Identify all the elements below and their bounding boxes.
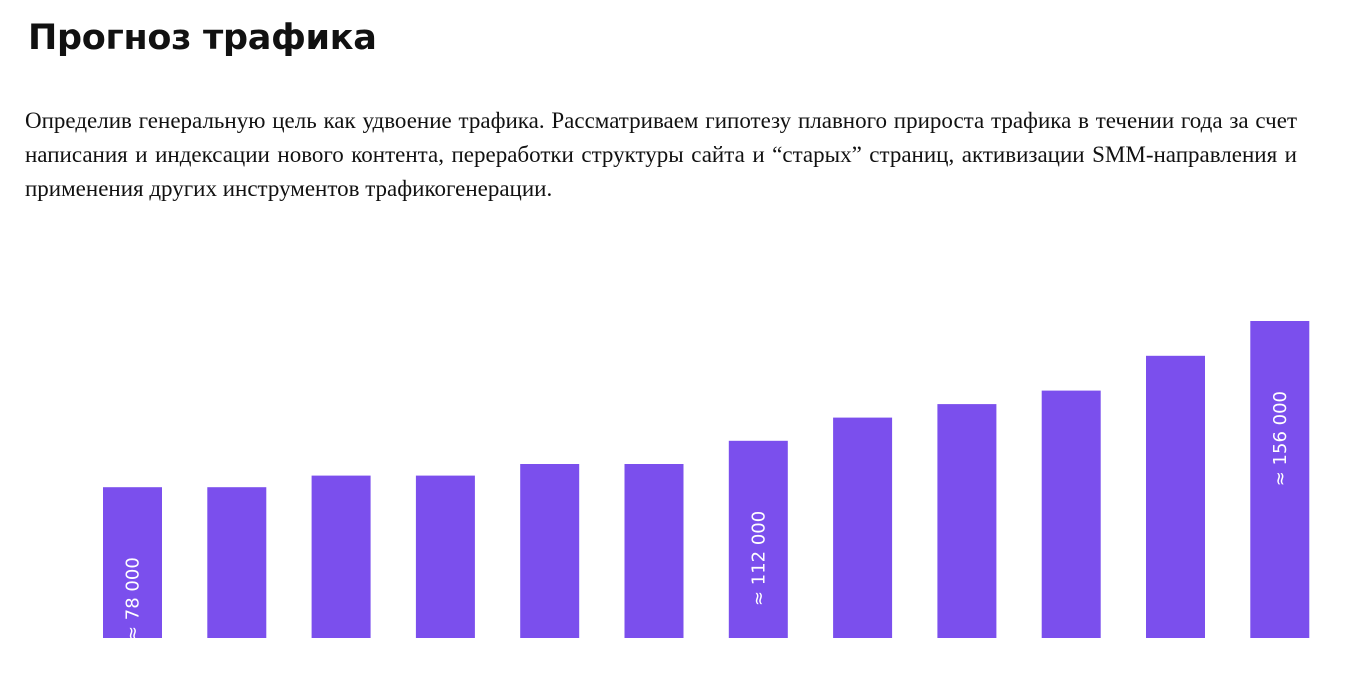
bar-2 [207, 487, 267, 638]
bar-4 [415, 475, 475, 638]
bar-12-data-label: ≈ 156 000 [1270, 391, 1291, 486]
bar-11 [1146, 355, 1205, 638]
page-title: Прогноз трафика [28, 18, 377, 58]
bar-7-data-label: ≈ 112 000 [748, 511, 769, 606]
bar-10 [1041, 390, 1101, 638]
bar-7 [728, 440, 788, 638]
bar-12 [1250, 321, 1310, 638]
bar-1 [103, 487, 162, 638]
bar-3 [311, 475, 371, 638]
bar-6 [624, 464, 684, 638]
intro-paragraph: Определив генеральную цель как удвоение … [25, 108, 1297, 201]
bar-8 [833, 417, 893, 638]
bar-1-data-label: ≈ 78 000 [123, 557, 144, 641]
bar-9 [937, 404, 997, 638]
bar-5 [520, 464, 580, 638]
